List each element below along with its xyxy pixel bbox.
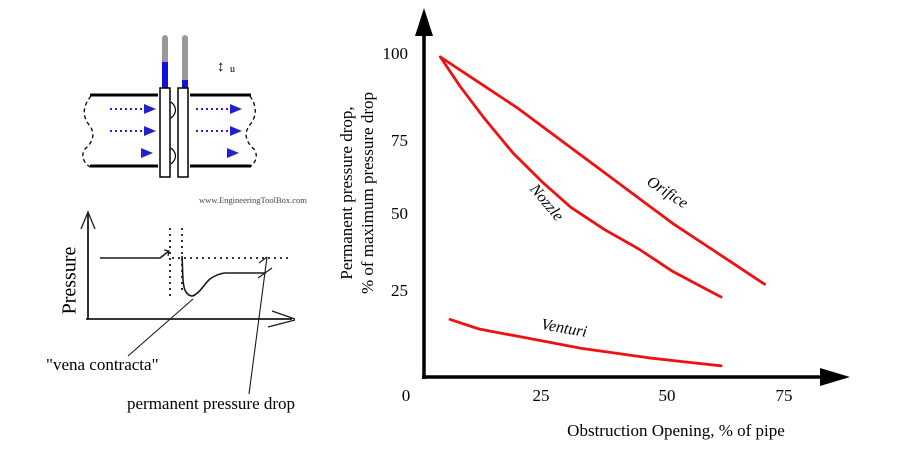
flow-arrowhead	[144, 104, 156, 114]
flow-arrowhead	[230, 104, 242, 114]
chart-y-axis-label-line1: Permanent pressure drop,	[337, 106, 356, 280]
velocity-label: u	[230, 64, 235, 75]
permanent-drop-cross-mark	[257, 267, 273, 279]
chart-curves	[438, 55, 766, 368]
mini-x-axis-arrowhead	[267, 319, 296, 328]
curve-orifice	[438, 55, 766, 286]
chart-y-axis-label-line2: % of maximum pressure drop	[358, 91, 377, 295]
flow-arrowhead	[144, 126, 156, 136]
mini-x-axis-arrowhead	[271, 310, 296, 320]
pressure-recovery-sketch	[80, 210, 296, 395]
flow-dots-left	[110, 108, 142, 132]
pipe-break-lines	[82, 95, 257, 168]
curve-venturi	[448, 317, 723, 368]
curve-nozzle	[438, 55, 723, 299]
permanent-drop-leader	[248, 256, 268, 395]
chart-axes	[415, 8, 850, 386]
rise-tick	[163, 249, 170, 257]
flow-arrows	[110, 104, 242, 158]
x-tick-25: 25	[532, 386, 550, 405]
flow-arrowhead	[230, 126, 242, 136]
chart-y-axis-label: Permanent pressure drop, % of maximum pr…	[336, 48, 378, 338]
permanent-pressure-drop-annotation: permanent pressure drop	[127, 394, 296, 413]
y-tick-100: 100	[382, 44, 409, 63]
left-tube-glass	[162, 35, 168, 65]
y-tick-25: 25	[391, 281, 408, 300]
pipe-orifice-diagram	[82, 35, 257, 178]
flow-arrowhead	[227, 148, 239, 158]
chart-x-axis-arrowhead	[820, 368, 850, 386]
vena-contracta-annotation: "vena contracta"	[46, 355, 159, 374]
upstream-pressure-line	[100, 250, 170, 259]
mini-y-axis-arrowhead	[80, 210, 96, 230]
permanent-drop-leader-barb	[258, 256, 268, 264]
pressure-dip-curve	[181, 255, 266, 297]
watermark: www.EngineeringToolBox.com	[199, 195, 307, 205]
left-tube-fluid	[162, 62, 168, 93]
pipe-walls	[90, 93, 251, 168]
x-tick-75: 75	[775, 386, 793, 405]
y-tick-75: 75	[391, 131, 408, 150]
mini-graph-y-label: Pressure	[58, 246, 81, 315]
chart-x-axis-label: Obstruction Opening, % of pipe	[567, 421, 785, 440]
manometer-tubes	[162, 35, 188, 93]
flow-dots-right	[196, 108, 228, 132]
right-tube-glass	[182, 35, 188, 83]
vena-contracta-leader	[127, 298, 194, 357]
chart-y-axis-arrowhead	[415, 8, 433, 36]
flow-arrowhead	[141, 148, 153, 158]
orifice-bore-edges	[170, 101, 177, 165]
orifice-plates	[159, 87, 189, 178]
y-tick-50: 50	[391, 204, 408, 223]
right-tube-fluid	[182, 80, 188, 93]
x-tick-50: 50	[658, 386, 676, 405]
velocity-arrow-symbol: ↕	[217, 59, 225, 75]
x-tick-0: 0	[401, 386, 411, 405]
